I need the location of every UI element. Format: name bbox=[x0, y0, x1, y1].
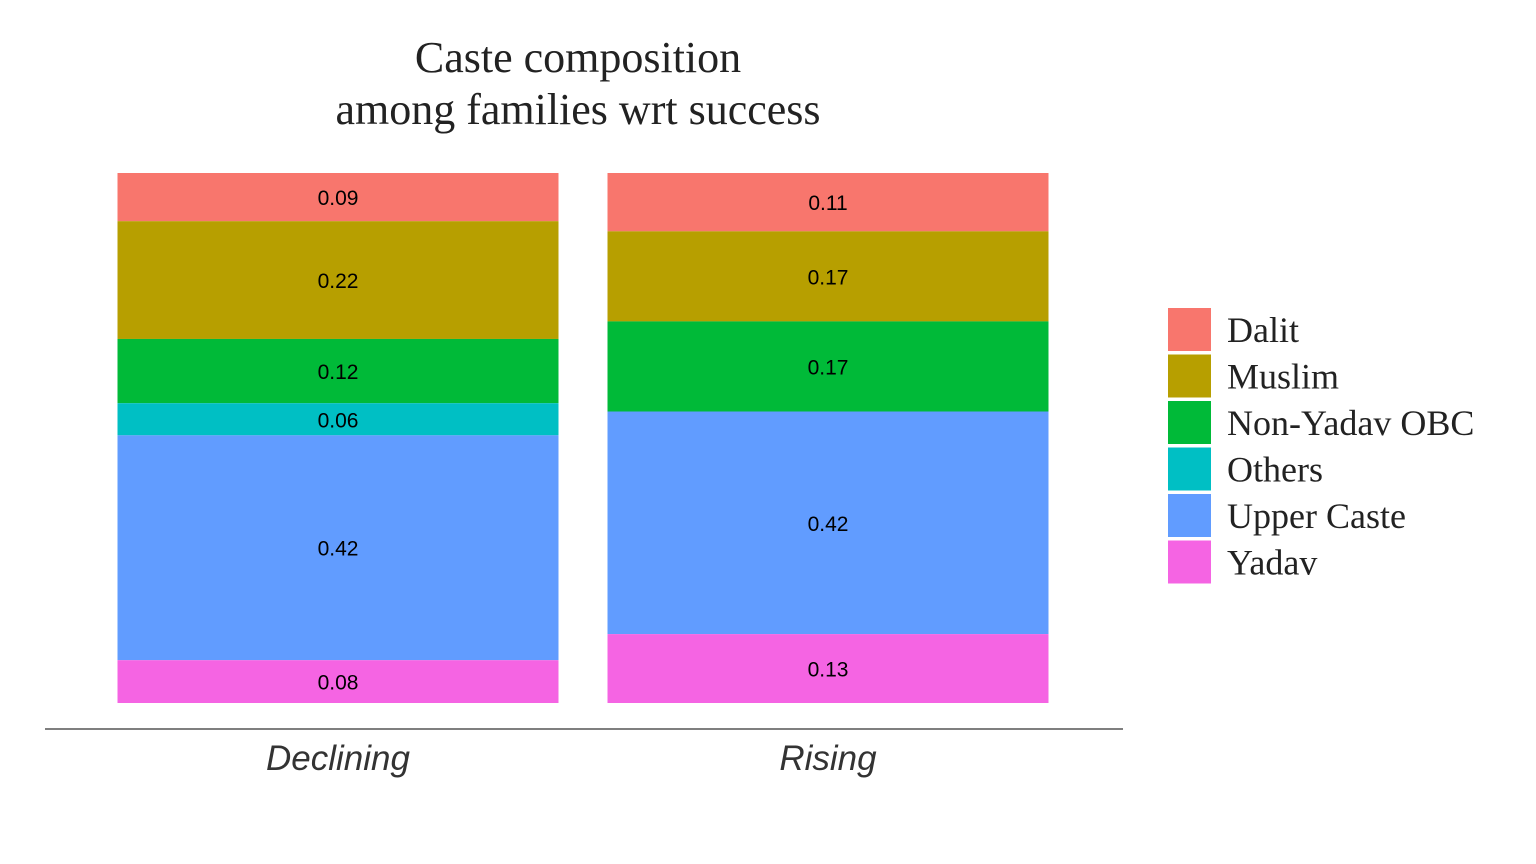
x-tick-label: Declining bbox=[266, 739, 410, 778]
bar-segment-rising-non-yadav-obc bbox=[607, 321, 1049, 412]
data-label: 0.13 bbox=[808, 659, 849, 682]
legend-label: Non-Yadav OBC bbox=[1227, 403, 1474, 443]
legend-key-muslim bbox=[1168, 354, 1211, 398]
legend-key-others bbox=[1168, 447, 1211, 491]
data-label: 0.17 bbox=[808, 356, 849, 379]
data-label: 0.12 bbox=[318, 361, 359, 384]
data-label: 0.11 bbox=[808, 192, 847, 215]
legend-label: Muslim bbox=[1227, 357, 1339, 397]
x-tick-label: Rising bbox=[779, 739, 877, 778]
x-axis-labels: Declining Rising bbox=[266, 739, 877, 778]
bar-segment-rising-dalit bbox=[607, 173, 1049, 232]
data-label: 0.42 bbox=[318, 538, 359, 561]
data-label: 0.42 bbox=[808, 513, 849, 536]
legend-label: Others bbox=[1227, 450, 1323, 490]
bar-segment-declining-others bbox=[117, 403, 559, 436]
bar-segment-declining-non-yadav-obc bbox=[117, 338, 559, 404]
legend-key-non-yadav-obc bbox=[1168, 401, 1211, 444]
bar-segment-rising-muslim bbox=[607, 231, 1049, 322]
bar-segment-rising-upper-caste bbox=[607, 411, 1049, 635]
data-label: 0.08 bbox=[318, 672, 359, 695]
data-label: 0.17 bbox=[808, 266, 849, 289]
legend-label: Upper Caste bbox=[1227, 496, 1406, 536]
legend-label: Dalit bbox=[1227, 310, 1299, 350]
data-label: 0.06 bbox=[318, 409, 359, 432]
legend-key-upper-caste bbox=[1168, 494, 1211, 537]
legend-key-dalit bbox=[1168, 308, 1211, 351]
data-label: 0.09 bbox=[318, 187, 359, 210]
bar-segment-declining-dalit bbox=[117, 173, 559, 222]
bars-group: 0.09 0.22 0.12 0.06 0.42 0.08 0.11 0.17 0.17 0.42… bbox=[117, 173, 1049, 703]
bar-segment-declining-muslim bbox=[117, 221, 559, 339]
chart-title-line-2: among families wrt success bbox=[335, 85, 820, 134]
legend-label: Yadav bbox=[1227, 543, 1317, 583]
bar-segment-rising-yadav bbox=[607, 634, 1049, 703]
chart-title-line-1: Caste composition bbox=[415, 33, 741, 82]
bar-segment-declining-yadav bbox=[117, 660, 559, 703]
legend: Dalit Muslim Non-Yadav OBC Others Upper Cast… bbox=[1168, 308, 1474, 584]
data-label: 0.22 bbox=[318, 270, 359, 293]
bar-segment-declining-upper-caste bbox=[117, 435, 559, 661]
legend-key-yadav bbox=[1168, 540, 1211, 584]
